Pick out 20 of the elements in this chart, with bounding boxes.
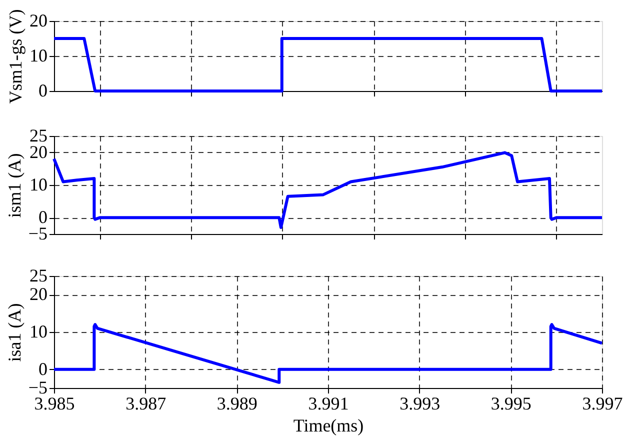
line-series bbox=[52, 151, 604, 229]
y-axis-title: Vsm1-gs (V) bbox=[6, 9, 26, 104]
y-tick-label: 10 bbox=[30, 322, 48, 342]
y-tick-label: 0 bbox=[38, 358, 48, 379]
y-tick-label: 20 bbox=[30, 284, 48, 304]
y-tick-label: 0 bbox=[38, 80, 48, 100]
y-tick-label: 20 bbox=[30, 10, 48, 30]
line-series bbox=[52, 323, 604, 384]
y-axis-title: ism1 (A) bbox=[4, 153, 24, 218]
y-tick-label: 10 bbox=[30, 174, 48, 194]
y-tick-label: 10 bbox=[30, 46, 48, 66]
x-axis-title: Time(ms) bbox=[293, 416, 364, 436]
x-tick-label: 3.991 bbox=[308, 394, 349, 414]
x-tick-label: 3.989 bbox=[216, 394, 258, 414]
x-tick-label: 3.997 bbox=[582, 394, 623, 414]
x-tick-label: 3.993 bbox=[400, 394, 440, 414]
y-tick-label: 25 bbox=[30, 266, 48, 286]
x-tick-label: 3.987 bbox=[126, 394, 166, 414]
x-tick-label: 3.995 bbox=[490, 394, 532, 414]
y-axis-title: isa1 (A) bbox=[4, 303, 24, 362]
